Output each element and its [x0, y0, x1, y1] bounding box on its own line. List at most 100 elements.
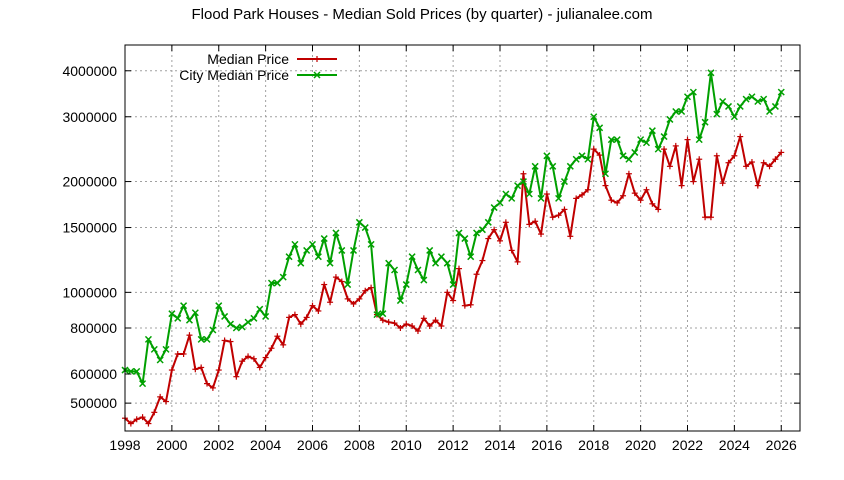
data-point — [467, 253, 475, 261]
data-point — [497, 237, 503, 244]
data-point — [614, 199, 621, 206]
data-point — [613, 136, 621, 144]
data-point — [314, 56, 320, 62]
data-point — [736, 102, 744, 110]
data-point — [133, 416, 140, 423]
data-point — [760, 159, 767, 166]
x-tick-label: 2024 — [719, 437, 750, 453]
data-point — [144, 335, 152, 343]
data-point — [192, 366, 199, 373]
data-point — [725, 159, 732, 166]
axes: 1998 2000 2002 2004 2006 2008 2010 2012 2014 2016… — [62, 45, 800, 453]
data-point — [338, 246, 346, 254]
data-point — [162, 345, 170, 353]
data-point — [239, 358, 246, 365]
data-point — [204, 380, 211, 387]
data-point — [180, 350, 187, 357]
data-point — [280, 341, 287, 348]
data-point — [519, 178, 527, 186]
data-point — [361, 224, 369, 232]
data-point — [385, 259, 393, 267]
data-point — [320, 235, 328, 243]
data-point — [719, 180, 726, 187]
data-point — [150, 345, 158, 353]
data-point — [156, 356, 164, 364]
chart-title: Flood Park Houses - Median Sold Prices (… — [191, 6, 652, 23]
data-point — [461, 235, 469, 243]
data-point — [449, 281, 457, 289]
data-point — [285, 253, 293, 261]
data-point — [168, 310, 176, 318]
data-point — [238, 323, 246, 331]
data-point — [642, 139, 651, 147]
x-tick-label: 2016 — [531, 437, 562, 453]
data-point — [174, 314, 182, 322]
data-point — [420, 315, 427, 322]
data-point — [508, 194, 516, 202]
data-point — [344, 295, 351, 302]
data-point — [567, 233, 574, 240]
data-point — [625, 155, 633, 163]
data-point — [420, 276, 428, 284]
data-point — [455, 265, 462, 272]
data-point — [267, 279, 276, 287]
data-point — [344, 281, 352, 289]
data-point — [379, 310, 387, 318]
data-point — [391, 320, 398, 327]
data-point — [198, 364, 205, 371]
data-point — [748, 93, 756, 101]
data-point — [532, 218, 539, 225]
data-point — [555, 212, 562, 219]
data-point — [262, 312, 270, 320]
data-point — [525, 190, 533, 198]
data-point — [139, 414, 146, 421]
data-point — [777, 88, 785, 96]
data-point — [185, 316, 193, 324]
data-point — [702, 214, 709, 221]
data-point — [555, 194, 563, 202]
data-point — [191, 309, 199, 317]
data-point — [327, 299, 334, 306]
data-point — [619, 152, 627, 160]
data-point — [754, 97, 762, 106]
x-tick-label: 2020 — [625, 437, 656, 453]
data-point — [730, 113, 738, 121]
data-point — [707, 69, 715, 77]
data-point — [684, 136, 691, 143]
data-point — [514, 258, 521, 265]
data-point — [655, 206, 662, 213]
data-point — [221, 337, 228, 344]
data-point — [245, 353, 252, 360]
data-point — [479, 257, 486, 264]
data-point — [321, 281, 328, 288]
data-point — [326, 259, 334, 267]
y-tick-label: 1500000 — [62, 220, 117, 236]
data-point — [273, 279, 281, 287]
data-point — [696, 156, 703, 163]
data-point — [268, 345, 275, 352]
data-point — [713, 152, 720, 159]
data-point — [297, 321, 304, 328]
data-point — [426, 323, 433, 330]
data-point — [197, 335, 205, 343]
data-point — [666, 115, 674, 123]
data-point — [403, 321, 410, 328]
data-point — [772, 156, 779, 163]
data-point — [748, 159, 755, 166]
data-point — [526, 221, 533, 228]
x-tick-label: 2002 — [203, 437, 234, 453]
data-point — [620, 192, 627, 199]
data-point — [538, 231, 545, 238]
data-point — [409, 323, 416, 330]
data-point — [573, 195, 580, 202]
data-point — [355, 218, 363, 226]
x-tick-label: 2022 — [672, 437, 703, 453]
data-point — [215, 367, 222, 374]
x-tick-label: 2006 — [297, 437, 328, 453]
y-tick-label: 3000000 — [62, 109, 117, 125]
legend-label: City Median Price — [179, 67, 289, 83]
data-point — [719, 97, 727, 106]
data-point — [180, 302, 188, 310]
data-point — [437, 253, 445, 261]
